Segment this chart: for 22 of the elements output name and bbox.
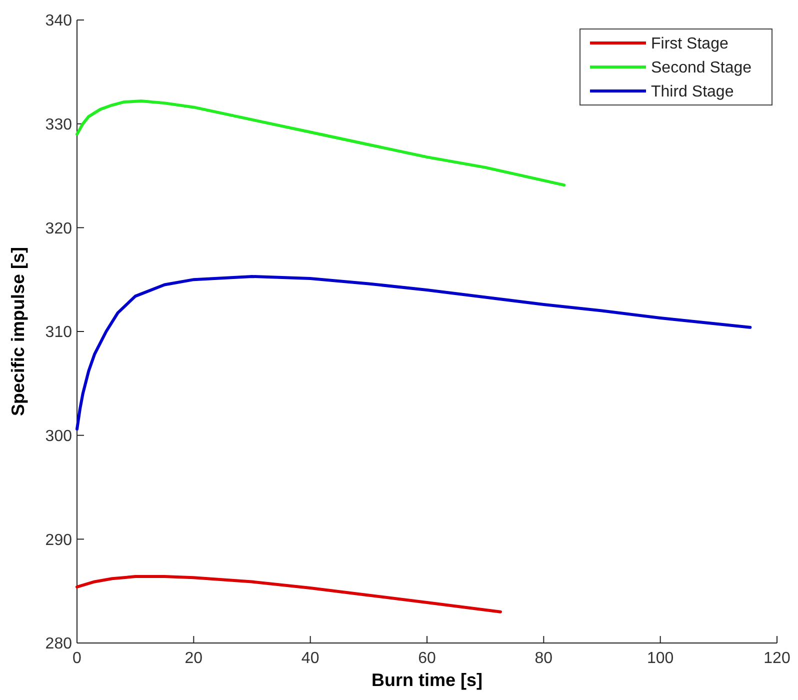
legend-label: First Stage [651,36,728,53]
x-tick-label: 120 [764,650,790,667]
x-tick-label: 40 [301,650,320,667]
x-tick-label: 60 [418,650,436,667]
y-tick-label: 300 [45,428,72,445]
legend-label: Second Stage [651,60,752,77]
x-tick-label: 0 [72,650,82,667]
y-tick-label: 280 [45,636,72,653]
line-series [76,99,566,187]
x-tick-label: 100 [646,650,674,667]
x-axis-title: Burn time [s] [371,670,483,690]
y-axis-title: Specific impulse [s] [8,246,28,416]
y-tick-label: 330 [45,116,72,134]
x-tick-label: 20 [184,650,203,667]
y-tick-label: 340 [45,12,72,30]
line-series [76,274,752,431]
legend-label: Third Stage [651,84,734,101]
y-tick-label: 290 [45,532,72,549]
x-tick-label: 80 [534,650,553,667]
y-tick-label: 320 [45,220,72,238]
line-series [76,575,502,614]
y-tick-label: 310 [45,324,72,342]
